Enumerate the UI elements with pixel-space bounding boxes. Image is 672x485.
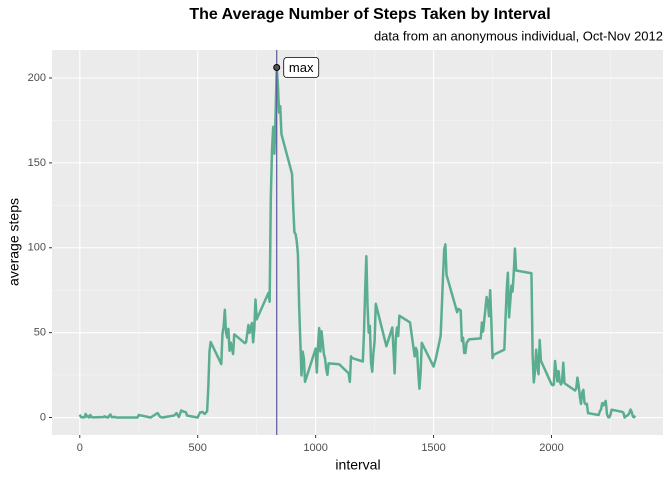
chart-subtitle: data from an anonymous individual, Oct-N… [374,28,663,43]
x-tick-label: 2000 [539,442,563,454]
y-tick-label: 100 [28,242,46,254]
x-tick-label: 1500 [421,442,445,454]
x-tick-label: 1000 [303,442,327,454]
x-tick-label: 0 [77,442,83,454]
grid [52,50,663,435]
max-point [273,63,281,71]
y-axis-label: average steps [6,198,22,286]
x-axis-label: interval [335,457,380,473]
chart-title: The Average Number of Steps Taken by Int… [189,6,550,23]
annotation-box [283,57,320,78]
data-line [78,66,637,419]
y-tick-label: 200 [28,72,46,84]
y-tick-label: 50 [34,327,46,339]
panel [52,50,663,435]
annotation: max [289,60,314,75]
x-tick-label: 500 [189,442,207,454]
y-tick-label: 150 [28,157,46,169]
y-tick-label: 0 [40,411,46,423]
